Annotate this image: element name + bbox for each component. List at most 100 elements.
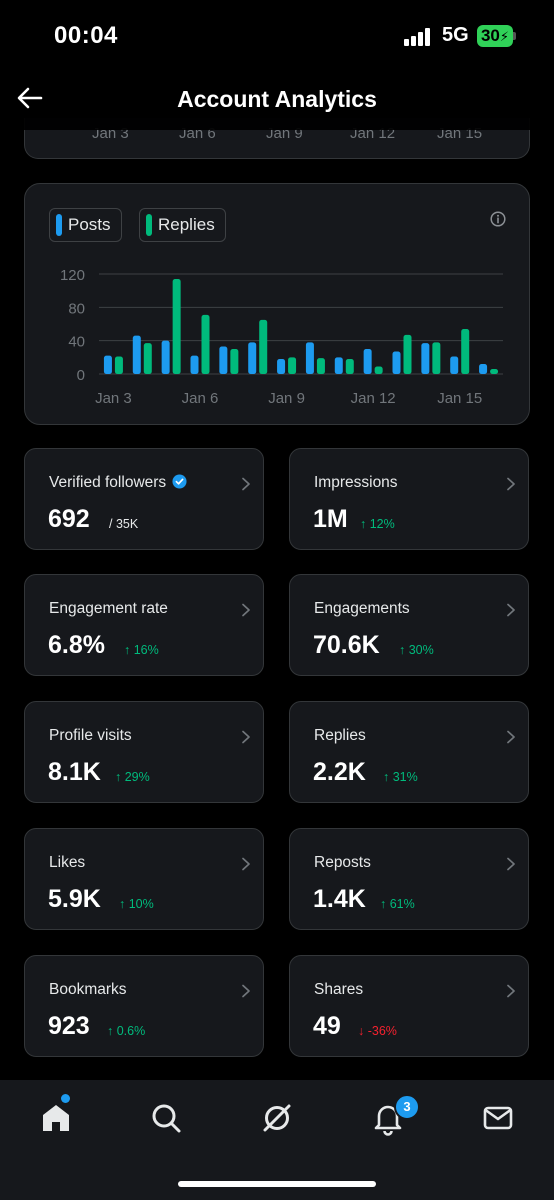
metric-change: ↑ 31%	[383, 770, 418, 784]
tab-search[interactable]	[146, 1098, 186, 1138]
home-icon	[43, 1105, 69, 1131]
chevron-right-icon	[507, 477, 515, 491]
chevron-right-icon	[242, 730, 250, 744]
signal-icon	[404, 28, 434, 46]
bar-chart: 0 40 80 120 Jan 3 Jan 6 Jan 9 Jan 12 Jan 15	[60, 267, 503, 407]
metric-label: Reposts	[314, 854, 371, 871]
bar-replies	[345, 359, 354, 374]
bar-posts	[248, 342, 257, 374]
legend-posts[interactable]: Posts	[49, 208, 122, 242]
bar-replies	[432, 342, 441, 374]
tab-home[interactable]	[36, 1094, 76, 1138]
bar-replies	[114, 356, 123, 374]
navigation-bar: Account Analytics	[0, 70, 554, 130]
tab-messages[interactable]	[478, 1098, 518, 1138]
back-button[interactable]	[14, 82, 46, 114]
x-tick-label: Jan 15	[437, 390, 482, 407]
home-notification-dot	[61, 1094, 70, 1103]
metric-label-text: Verified followers	[49, 474, 167, 491]
bar-replies	[288, 357, 297, 374]
battery-level: 30	[480, 26, 500, 45]
bar-posts	[219, 346, 228, 374]
metric-change: ↑ 16%	[124, 643, 159, 657]
info-icon[interactable]	[489, 210, 507, 228]
tab-grok[interactable]	[257, 1098, 297, 1138]
metric-card-profile-visits[interactable]: Profile visits 8.1K ↑ 29%	[24, 701, 264, 803]
verified-badge-icon	[172, 474, 187, 489]
chevron-right-icon	[242, 477, 250, 491]
metric-card-verified-followers[interactable]: Verified followers 692 / 35K	[24, 448, 264, 550]
metric-card-reposts[interactable]: Reposts 1.4K ↑ 61%	[289, 828, 529, 930]
metric-change: ↑ 10%	[119, 897, 154, 911]
x-tick-label: Jan 9	[268, 390, 305, 407]
bar-posts	[363, 349, 372, 374]
metric-change: ↑ 0.6%	[107, 1024, 146, 1038]
chevron-right-icon	[507, 730, 515, 744]
y-tick-label: 80	[68, 300, 85, 317]
bar-replies	[403, 334, 412, 374]
grok-icon	[263, 1104, 291, 1132]
legend-replies[interactable]: Replies	[139, 208, 226, 242]
status-bar: 00:04 5G 30⚡	[0, 0, 554, 70]
metric-value: 8.1K	[48, 758, 101, 786]
bar-posts	[305, 342, 314, 374]
metric-card-shares[interactable]: Shares 49 ↓ -36%	[289, 955, 529, 1057]
metric-label: Likes	[49, 854, 86, 871]
metric-label: Verified followers	[49, 474, 187, 492]
chevron-right-icon	[507, 857, 515, 871]
bottom-tab-bar: 3	[0, 1080, 554, 1200]
metric-label: Shares	[314, 981, 364, 998]
back-arrow-icon	[17, 87, 43, 109]
metric-card-bookmarks[interactable]: Bookmarks 923 ↑ 0.6%	[24, 955, 264, 1057]
y-tick-label: 40	[68, 334, 85, 351]
metric-change: ↑ 12%	[360, 517, 395, 531]
bar-replies	[461, 329, 470, 374]
posts-replies-chart-card: Posts Replies 0 40 80 120 Jan 3 Jan 6 Jan 9 Jan…	[24, 183, 530, 425]
metric-label: Engagement rate	[49, 600, 168, 617]
bar-posts	[392, 351, 401, 374]
legend-replies-label: Replies	[158, 215, 215, 234]
home-indicator	[178, 1181, 376, 1187]
bar-posts	[334, 357, 343, 374]
x-tick-label: Jan 12	[351, 390, 396, 407]
replies-swatch	[146, 214, 152, 236]
bar-replies	[172, 279, 181, 374]
legend-posts-label: Posts	[68, 215, 111, 234]
metric-value: 70.6K	[313, 631, 380, 659]
bar-posts	[103, 355, 112, 374]
metric-label: Profile visits	[49, 727, 132, 744]
metric-label: Impressions	[314, 474, 398, 491]
metric-card-engagement-rate[interactable]: Engagement rate 6.8% ↑ 16%	[24, 574, 264, 676]
bar-posts	[132, 335, 141, 374]
bar-posts	[479, 364, 488, 374]
bar-posts	[277, 359, 286, 374]
metric-value: 6.8%	[48, 631, 105, 659]
x-tick-label: Jan 3	[95, 390, 132, 407]
bar-replies	[143, 343, 152, 374]
x-tick-label: Jan 6	[182, 390, 219, 407]
metric-card-engagements[interactable]: Engagements 70.6K ↑ 30%	[289, 574, 529, 676]
metric-change: ↑ 29%	[115, 770, 150, 784]
tab-notifications[interactable]	[368, 1098, 408, 1138]
metric-value: 2.2K	[313, 758, 366, 786]
metric-card-replies[interactable]: Replies 2.2K ↑ 31%	[289, 701, 529, 803]
status-time: 00:04	[54, 22, 118, 49]
metric-card-impressions[interactable]: Impressions 1M ↑ 12%	[289, 448, 529, 550]
bar-posts	[421, 343, 430, 374]
notification-count-badge: 3	[394, 1094, 420, 1120]
metric-change: ↓ -36%	[358, 1024, 397, 1038]
metric-card-likes[interactable]: Likes 5.9K ↑ 10%	[24, 828, 264, 930]
metric-change: ↑ 30%	[399, 643, 434, 657]
bell-icon	[374, 1105, 402, 1136]
search-icon	[152, 1104, 181, 1133]
chevron-right-icon	[242, 984, 250, 998]
chevron-right-icon	[507, 984, 515, 998]
bar-posts	[450, 356, 459, 374]
bar-posts	[161, 340, 170, 374]
bar-replies	[259, 319, 268, 374]
bar-replies	[490, 369, 499, 374]
metric-label: Engagements	[314, 600, 410, 617]
y-tick-label: 120	[60, 267, 85, 284]
metric-change: ↑ 61%	[380, 897, 415, 911]
metric-label: Replies	[314, 727, 366, 744]
